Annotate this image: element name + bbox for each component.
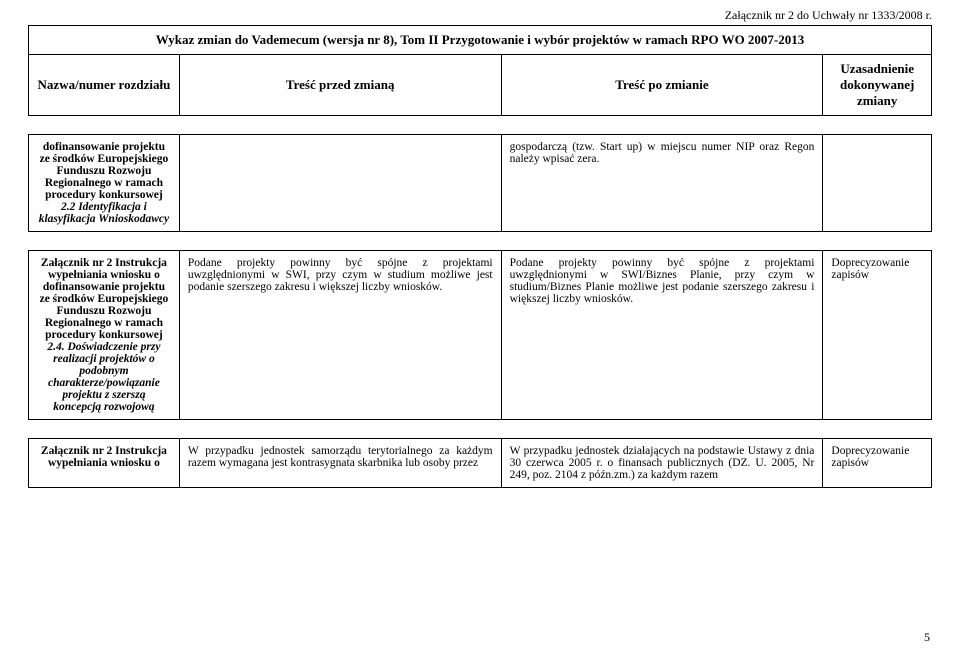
cell-text-italic: 2.4. Doświadczenie przy realizacji proje… (47, 341, 160, 413)
content-row-1: dofinansowanie projektu ze środków Europ… (28, 134, 932, 232)
table-row: Załącznik nr 2 Instrukcja wypełniania wn… (29, 251, 932, 420)
title-row: Wykaz zmian do Vademecum (wersja nr 8), … (29, 26, 932, 55)
page: Załącznik nr 2 do Uchwały nr 1333/2008 r… (0, 0, 960, 651)
cell-text-plain: Załącznik nr 2 Instrukcja wypełniania wn… (41, 445, 167, 469)
col-header-4: Uzasadnienie dokonywanej zmiany (823, 55, 932, 116)
table-row: dofinansowanie projektu ze środków Europ… (29, 135, 932, 232)
table-row: Załącznik nr 2 Instrukcja wypełniania wn… (29, 439, 932, 488)
column-header-row: Nazwa/numer rozdziału Treść przed zmianą… (29, 55, 932, 116)
cell-rozdzial: Załącznik nr 2 Instrukcja wypełniania wn… (29, 251, 180, 420)
col-header-2: Treść przed zmianą (179, 55, 501, 116)
col-header-3: Treść po zmianie (501, 55, 823, 116)
cell-uzasadnienie: Doprecyzowanie zapisów (823, 439, 932, 488)
cell-przed: W przypadku jednostek samorządu terytori… (179, 439, 501, 488)
attachment-reference: Załącznik nr 2 do Uchwały nr 1333/2008 r… (28, 8, 932, 23)
cell-po: Podane projekty powinny być spójne z pro… (501, 251, 823, 420)
cell-text-plain: Załącznik nr 2 Instrukcja wypełniania wn… (40, 257, 169, 341)
cell-rozdzial: dofinansowanie projektu ze środków Europ… (29, 135, 180, 232)
cell-po: gospodarczą (tzw. Start up) w miejscu nu… (501, 135, 823, 232)
cell-przed (179, 135, 501, 232)
cell-text-italic: 2.2 Identyfikacja i klasyfikacja Wniosko… (39, 201, 169, 225)
cell-uzasadnienie: Doprecyzowanie zapisów (823, 251, 932, 420)
cell-po: W przypadku jednostek działających na po… (501, 439, 823, 488)
cell-text-plain: dofinansowanie projektu ze środków Europ… (40, 141, 169, 201)
page-number: 5 (924, 630, 930, 645)
header-table: Wykaz zmian do Vademecum (wersja nr 8), … (28, 25, 932, 116)
content-row-3: Załącznik nr 2 Instrukcja wypełniania wn… (28, 438, 932, 488)
content-row-2: Załącznik nr 2 Instrukcja wypełniania wn… (28, 250, 932, 420)
cell-uzasadnienie (823, 135, 932, 232)
cell-przed: Podane projekty powinny być spójne z pro… (179, 251, 501, 420)
col-header-1: Nazwa/numer rozdziału (29, 55, 180, 116)
cell-rozdzial: Załącznik nr 2 Instrukcja wypełniania wn… (29, 439, 180, 488)
document-title: Wykaz zmian do Vademecum (wersja nr 8), … (29, 26, 932, 55)
